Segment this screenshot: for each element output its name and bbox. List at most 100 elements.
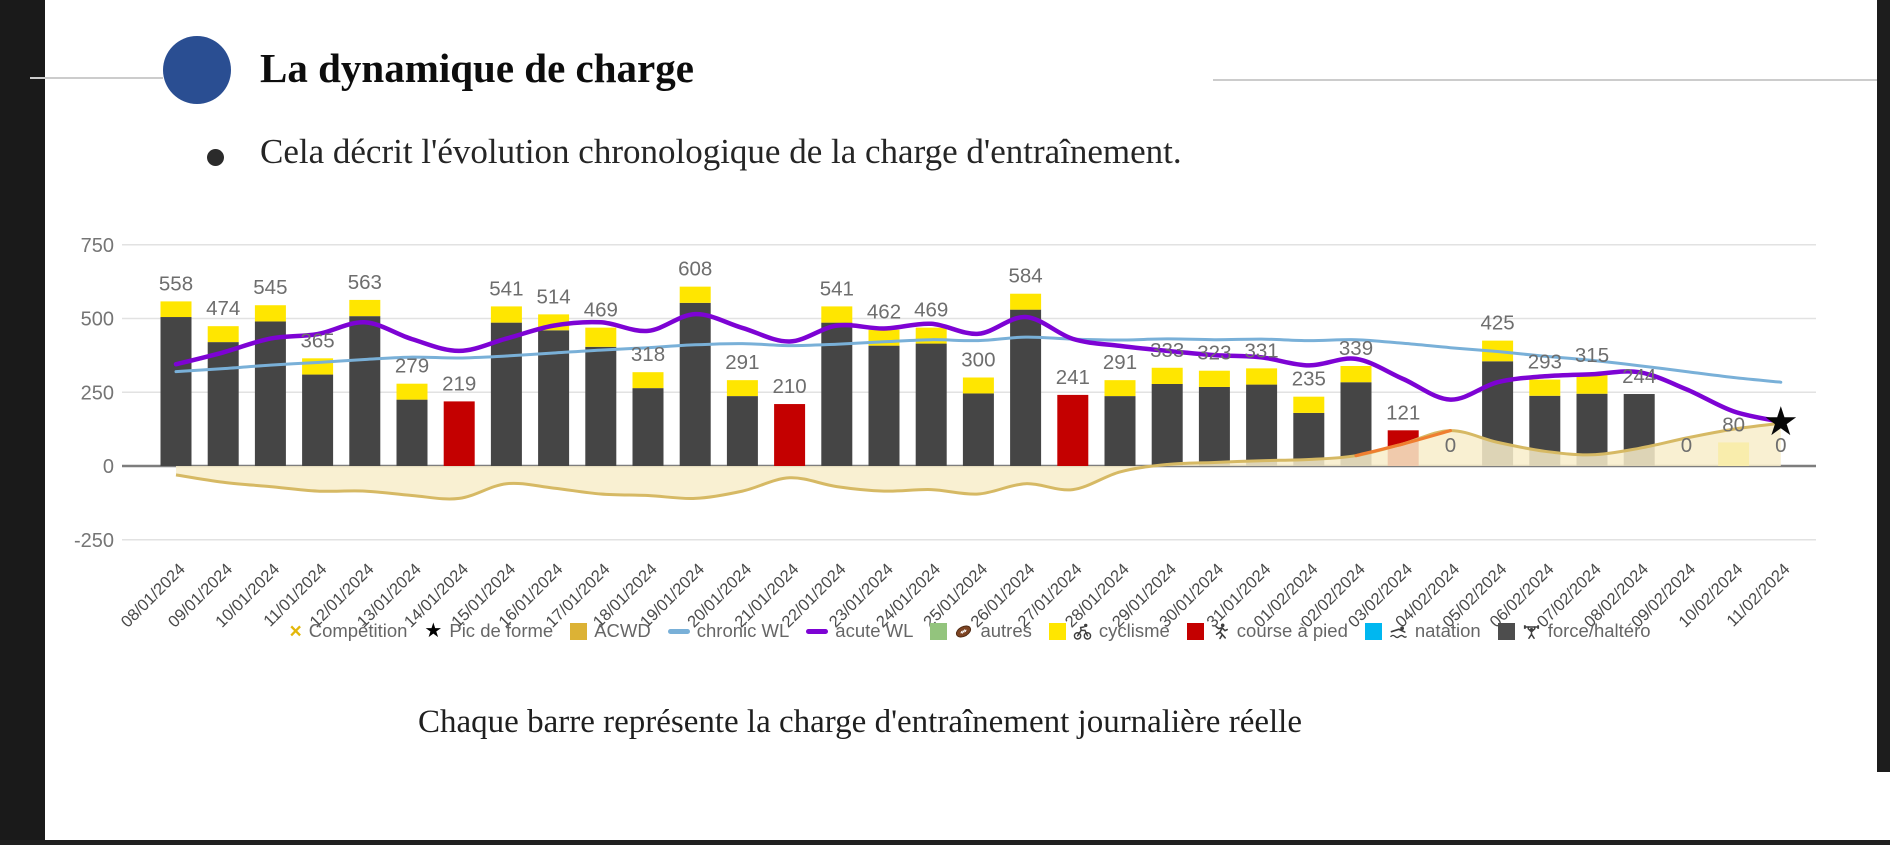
bar-cycling bbox=[962, 377, 994, 394]
bar-cycling bbox=[1246, 368, 1278, 385]
bar-strength bbox=[1010, 309, 1042, 466]
bar-strength bbox=[585, 346, 617, 466]
legend-item-force-halt-ro: force/haltéro bbox=[1497, 620, 1651, 642]
bar-running bbox=[1057, 394, 1089, 466]
legend-label: natation bbox=[1414, 620, 1481, 641]
y-axis-tick-label: 750 bbox=[81, 235, 114, 257]
bar-value-label: 210 bbox=[772, 375, 806, 398]
bar-strength bbox=[726, 396, 758, 466]
runner-icon bbox=[1215, 623, 1228, 639]
bar-cycling bbox=[726, 380, 758, 397]
caption: Chaque barre représente la charge d'entr… bbox=[418, 704, 1302, 740]
bullet-dot-icon bbox=[207, 149, 224, 166]
acute-wl-line bbox=[173, 311, 1784, 425]
bar-value-label: 293 bbox=[1528, 351, 1562, 374]
legend-label: course à pied bbox=[1236, 620, 1348, 641]
bar-value-label: 291 bbox=[725, 351, 759, 374]
color-swatch-icon bbox=[1497, 622, 1515, 640]
bar-value-label: 80 bbox=[1722, 413, 1745, 436]
bar-value-label: 121 bbox=[1386, 401, 1420, 424]
cyclist-icon bbox=[1073, 623, 1092, 640]
bar-value-label: 0 bbox=[1445, 434, 1456, 457]
bar-value-labels: 558 474 545 365 563 279 219 541 514 469 318 608 291 2… bbox=[159, 258, 1787, 457]
bar-strength bbox=[1151, 383, 1183, 466]
peak-star-icon: ★ bbox=[1763, 400, 1799, 444]
bar-strength bbox=[962, 393, 994, 466]
bar-value-label: 339 bbox=[1339, 337, 1373, 360]
bar-value-label: 323 bbox=[1197, 342, 1231, 365]
bar-strength bbox=[490, 322, 522, 466]
bar-cycling bbox=[585, 327, 617, 347]
acwd-warning-segment bbox=[1354, 429, 1452, 458]
bar-value-label: 584 bbox=[1008, 265, 1042, 288]
line-swatch-icon bbox=[806, 628, 829, 634]
bar-strength bbox=[1104, 396, 1136, 466]
legend-item-course-pied: course à pied bbox=[1186, 620, 1348, 642]
bar-running bbox=[443, 401, 475, 466]
bar-strength bbox=[915, 343, 947, 466]
bar-strength bbox=[207, 342, 239, 466]
bar-value-label: 365 bbox=[300, 329, 334, 352]
left-black-edge bbox=[0, 0, 45, 845]
legend-item-acute-wl: acute WL bbox=[806, 620, 913, 642]
bar-value-label: 469 bbox=[584, 299, 618, 322]
legend-label: autres bbox=[980, 620, 1032, 641]
acwd-area bbox=[176, 423, 1781, 499]
bar-cycling bbox=[1010, 293, 1042, 310]
legend-item-chronic-wl: chronic WL bbox=[667, 620, 789, 642]
bar-cycling bbox=[254, 305, 286, 322]
title-rule-left bbox=[30, 77, 163, 79]
legend-item-autres: autres bbox=[930, 620, 1032, 642]
legend-item-cyclisme: cyclisme bbox=[1048, 620, 1170, 642]
bar-cycling bbox=[396, 383, 428, 400]
bar-strength bbox=[868, 345, 900, 466]
bar-cycling bbox=[349, 299, 381, 317]
bar-strength bbox=[821, 322, 853, 466]
bar-value-label: 541 bbox=[489, 277, 523, 300]
color-swatch-icon bbox=[1048, 622, 1066, 640]
title-accent-circle bbox=[163, 36, 231, 104]
bar-cycling bbox=[1198, 370, 1230, 387]
bar-value-label: 279 bbox=[395, 355, 429, 378]
bar-cycling bbox=[821, 306, 853, 323]
bottom-black-edge bbox=[0, 840, 1890, 845]
legend-item-acwd: ACWD bbox=[570, 620, 651, 642]
bar-running bbox=[774, 404, 806, 466]
right-black-edge bbox=[1877, 0, 1890, 772]
color-swatch-icon bbox=[1364, 622, 1382, 640]
title-rule-right bbox=[1213, 79, 1877, 81]
bar-cycling bbox=[632, 372, 664, 389]
bar-value-label: 462 bbox=[867, 301, 901, 324]
bar-value-label: 331 bbox=[1244, 339, 1278, 362]
competition-x-icon: × bbox=[289, 619, 302, 643]
bar-strength bbox=[1293, 412, 1325, 466]
color-swatch-icon bbox=[1186, 622, 1204, 640]
legend-label: ACWD bbox=[594, 620, 651, 641]
y-axis-tick-label: 0 bbox=[103, 456, 114, 478]
bar-value-label: 0 bbox=[1775, 434, 1786, 457]
y-axis-tick-label: 500 bbox=[81, 309, 114, 331]
bar-cycling bbox=[1104, 380, 1136, 397]
bar-strength bbox=[1198, 386, 1230, 466]
legend-label: Compétition bbox=[308, 620, 408, 641]
bar-cycling bbox=[490, 306, 522, 323]
page-title: La dynamique de charge bbox=[260, 45, 694, 91]
swimmer-icon bbox=[1390, 625, 1407, 638]
bar-cycling bbox=[679, 286, 711, 303]
y-axis-tick-label: -250 bbox=[74, 530, 114, 552]
bar-value-label: 219 bbox=[442, 372, 476, 395]
bar-value-label: 244 bbox=[1622, 365, 1656, 388]
bar-cycling bbox=[160, 301, 192, 318]
bar-cycling bbox=[1151, 367, 1183, 384]
bar-value-label: 474 bbox=[206, 297, 240, 320]
legend-item-comp-tition: × Compétition bbox=[289, 620, 407, 642]
legend-item-natation: natation bbox=[1364, 620, 1481, 642]
bar-value-label: 469 bbox=[914, 299, 948, 322]
bar-strength bbox=[396, 399, 428, 466]
bar-cycling bbox=[1340, 365, 1372, 383]
acwd-line bbox=[175, 421, 1781, 501]
bar-strength bbox=[349, 316, 381, 466]
bar-value-label: 425 bbox=[1480, 312, 1514, 335]
bar-value-label: 541 bbox=[820, 277, 854, 300]
bar-value-label: 558 bbox=[159, 272, 193, 295]
